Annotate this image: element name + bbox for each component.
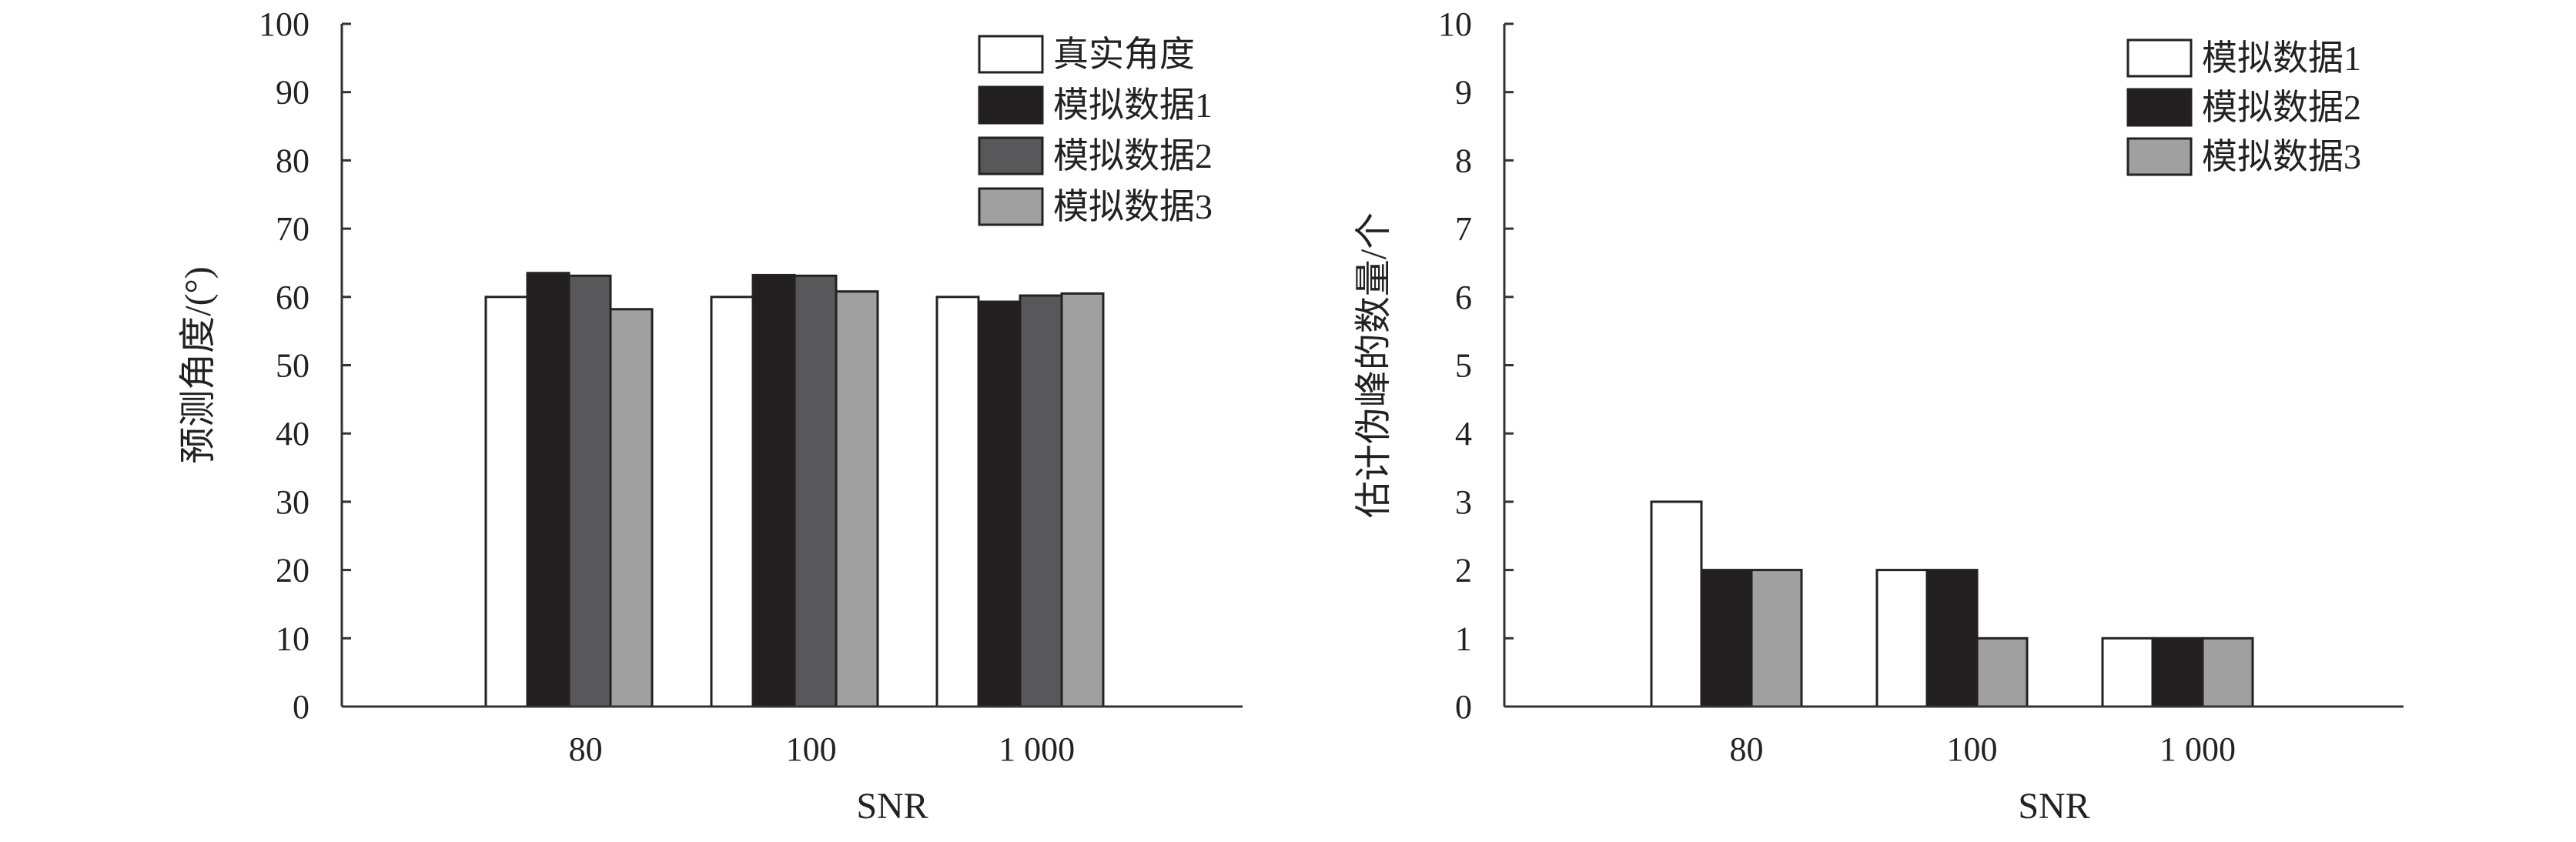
y-tick-label: 40 bbox=[276, 415, 309, 453]
y-tick-label: 0 bbox=[1455, 688, 1472, 726]
y-tick-label: 8 bbox=[1455, 142, 1472, 179]
legend-label: 模拟数据1 bbox=[2202, 38, 2361, 78]
x-axis-title: SNR bbox=[856, 786, 928, 827]
x-tick-label: 1 000 bbox=[999, 730, 1075, 768]
bar-2-100-s2 bbox=[1925, 569, 1979, 708]
bar-1-80-s4 bbox=[609, 308, 654, 708]
y-tick-label: 100 bbox=[259, 5, 309, 43]
y-tick-label: 0 bbox=[293, 688, 309, 726]
y-tick-label: 5 bbox=[1455, 347, 1472, 385]
legend-swatch bbox=[978, 136, 1044, 175]
y-axis-title: 估计伪峰的数量/个 bbox=[1353, 212, 1394, 518]
x-tick-label: 1 000 bbox=[2159, 730, 2236, 768]
x-tick-label: 80 bbox=[1730, 730, 1764, 768]
bar-1-100-s1 bbox=[710, 296, 754, 708]
bar-1-80-s3 bbox=[567, 274, 612, 708]
bar-2-1000-s2 bbox=[2151, 637, 2204, 708]
bar-1-1000-s2 bbox=[977, 300, 1022, 708]
y-tick-label: 2 bbox=[1455, 552, 1472, 590]
legend-label: 模拟数据3 bbox=[1053, 187, 1213, 226]
y-tick-label: 10 bbox=[1438, 5, 1472, 43]
legend-label: 模拟数据1 bbox=[1053, 85, 1213, 125]
legend-swatch bbox=[978, 85, 1044, 125]
chart-2: 80 100 1 000012345678910SNR估计伪峰的数量/个模拟数据1模… bbox=[1353, 5, 2404, 827]
legend-swatch bbox=[2126, 38, 2193, 78]
y-tick-label: 6 bbox=[1455, 279, 1472, 316]
bar-1-80-s1 bbox=[484, 296, 529, 708]
y-tick-label: 50 bbox=[276, 347, 309, 385]
bar-1-1000-s4 bbox=[1060, 292, 1105, 708]
legend-swatch bbox=[978, 35, 1044, 74]
chart-1: 80 100 1 000 0 10 20 30 40 50 60 70 80 90 100 SNR 预测角度/… bbox=[178, 5, 1243, 827]
x-tick-label: 100 bbox=[1947, 730, 1998, 768]
bar-1-1000-s1 bbox=[935, 296, 980, 708]
y-axis-title: 预测角度/(°) bbox=[178, 266, 219, 464]
y-tick-label: 80 bbox=[276, 142, 309, 179]
y-tick-label: 7 bbox=[1455, 210, 1472, 248]
legend-swatch bbox=[978, 187, 1044, 226]
legend-swatch bbox=[2126, 88, 2193, 127]
bar-1-100-s4 bbox=[835, 290, 879, 708]
y-tick-label: 60 bbox=[276, 279, 309, 316]
bar-2-100-s1 bbox=[1875, 569, 1929, 708]
y-tick-label: 4 bbox=[1455, 415, 1472, 453]
y-tick-label: 30 bbox=[276, 483, 309, 521]
y-tick-label: 3 bbox=[1455, 483, 1472, 521]
legend-label: 模拟数据2 bbox=[1053, 136, 1213, 175]
bar-2-1000-s1 bbox=[2101, 637, 2154, 708]
bar-1-1000-s3 bbox=[1019, 294, 1063, 708]
y-tick-label: 9 bbox=[1455, 74, 1472, 112]
legend-swatch bbox=[2126, 137, 2193, 176]
x-tick-label: 80 bbox=[569, 730, 603, 768]
y-tick-label: 1 bbox=[1455, 620, 1472, 657]
bar-1-100-s3 bbox=[793, 274, 838, 708]
bar-2-80-s3 bbox=[1750, 569, 1803, 708]
x-axis-title: SNR bbox=[2018, 786, 2089, 827]
bar-1-80-s2 bbox=[526, 272, 570, 708]
bar-1-100-s2 bbox=[751, 273, 796, 708]
bar-2-1000-s3 bbox=[2201, 637, 2254, 708]
y-tick-label: 90 bbox=[276, 74, 309, 112]
bar-2-100-s3 bbox=[1975, 637, 2029, 708]
legend-label: 真实角度 bbox=[1053, 35, 1195, 74]
x-tick-label: 100 bbox=[786, 730, 837, 768]
y-tick-label: 10 bbox=[276, 620, 309, 657]
bar-2-80-s2 bbox=[1700, 569, 1753, 708]
y-tick-label: 70 bbox=[276, 210, 309, 248]
legend-label: 模拟数据2 bbox=[2202, 88, 2361, 127]
legend-label: 模拟数据3 bbox=[2202, 137, 2361, 176]
y-tick-label: 20 bbox=[276, 552, 309, 590]
legend: 模拟数据1 模拟数据2 模拟数据3 bbox=[2126, 38, 2361, 176]
bar-2-80-s1 bbox=[1650, 500, 1703, 708]
